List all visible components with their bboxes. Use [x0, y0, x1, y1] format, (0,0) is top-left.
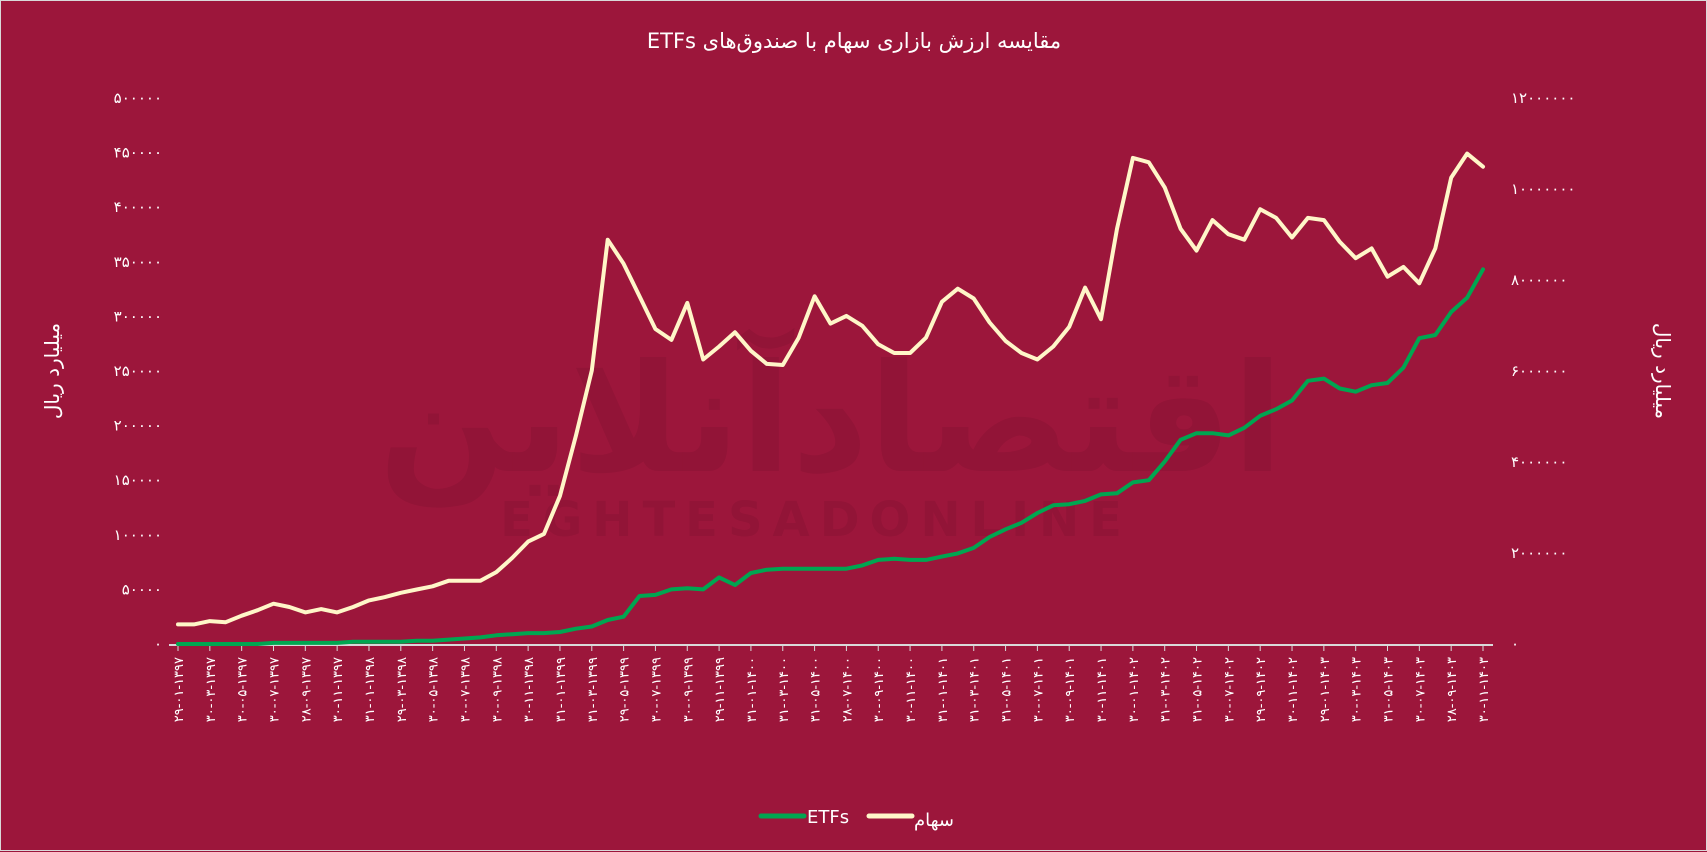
x-tick-label: ۳۱-۰۱-۱۴۰۰: [745, 657, 760, 722]
x-tick-label: ۳۰-۰۳-۱۳۹۷: [204, 657, 219, 722]
x-tick-label: ۳۰-۰۷-۱۴۰۳: [1413, 657, 1428, 722]
x-tick-label: ۳۰-۱۱-۱۳۹۸: [522, 657, 537, 722]
right-tick-label: ۱۲۰۰۰۰۰۰: [1511, 89, 1575, 107]
legend: ETFs سهام: [758, 807, 954, 831]
x-tick-label: ۳۰-۰۳-۱۴۰۳: [1350, 657, 1365, 722]
etfs-line: [176, 267, 1485, 646]
x-tick-label: ۲۸-۰۹-۱۴۰۳: [1445, 657, 1460, 722]
x-tick-label: ۳۱-۰۱-۱۳۹۸: [363, 657, 378, 722]
x-tick-label: ۳۰-۰۹-۱۳۹۹: [681, 657, 696, 722]
left-tick-label: ۳۰۰۰۰۰: [114, 307, 162, 325]
x-tick-label: ۳۰-۰۷-۱۳۹۹: [649, 657, 664, 722]
left-tick-label: ۳۵۰۰۰۰: [114, 253, 162, 271]
right-tick-label: ۲۰۰۰۰۰۰: [1511, 544, 1567, 562]
x-tick-label: ۳۱-۰۵-۱۴۰۰: [809, 657, 824, 722]
x-tick-label: ۲۸-۰۹-۱۳۹۷: [299, 657, 314, 722]
x-tick-label: ۳۱-۰۵-۱۴۰۳: [1382, 657, 1397, 722]
left-tick-label: ۵۰۰۰۰۰: [114, 89, 162, 107]
left-tick-label: ۱۵۰۰۰۰: [114, 471, 162, 489]
stocks-line: [176, 151, 1485, 627]
right-tick-label: ۴۰۰۰۰۰۰: [1511, 453, 1567, 471]
x-tick-label: ۲۹-۰۳-۱۳۹۸: [395, 657, 410, 722]
x-tick-label: ۳۱-۰۵-۱۴۰۱: [1000, 657, 1015, 722]
x-tick-label: ۳۰-۰۵-۱۳۹۸: [427, 657, 442, 722]
x-tick-label: ۳۰-۱۱-۱۴۰۲: [1286, 657, 1301, 722]
x-axis-ticks: ۲۹-۰۱-۱۳۹۷ ۳۰-۰۳-۱۳۹۷ ۳۰-۰۵-۱۳۹۷ ۳۰-۰۷-۱۳۹۷…: [172, 645, 1492, 722]
x-tick-label: ۳۰-۱۱-۱۴۰۰: [904, 657, 919, 722]
legend-etfs-label: ETFs: [807, 807, 849, 828]
x-tick-label: ۳۰-۰۹-۱۳۹۸: [490, 657, 505, 722]
left-tick-label: ۴۵۰۰۰۰: [114, 144, 162, 162]
x-tick-label: ۳۰-۰۵-۱۳۹۷: [236, 657, 251, 722]
left-tick-label: ۴۰۰۰۰۰: [114, 198, 162, 216]
left-tick-label: ۲۵۰۰۰۰: [114, 362, 162, 380]
watermark: اقتصادآنلاین EGHTESADONLINE: [379, 328, 1284, 548]
right-tick-label: ۸۰۰۰۰۰۰: [1511, 271, 1567, 289]
x-tick-label: ۲۹-۰۵-۱۳۹۹: [618, 657, 633, 722]
x-tick-label: ۳۱-۰۳-۱۴۰۰: [777, 657, 792, 722]
right-axis-ticks: ۱۲۰۰۰۰۰۰ ۱۰۰۰۰۰۰۰ ۸۰۰۰۰۰۰ ۶۰۰۰۰۰۰ ۴۰۰۰۰۰۰ ۲۰۰…: [1511, 89, 1575, 653]
x-tick-label: ۳۰-۰۹-۱۴۰۰: [872, 657, 887, 722]
watermark-en: EGHTESADONLINE: [500, 492, 1132, 548]
x-tick-label: ۲۹-۱۱-۱۳۹۹: [713, 657, 728, 722]
x-tick-label: ۳۱-۰۵-۱۴۰۲: [1191, 657, 1206, 722]
chart-title: مقایسه ارزش بازاری سهام با صندوق‌های ETF…: [647, 29, 1061, 53]
x-tick-label: ۳۱-۰۳-۱۳۹۹: [586, 657, 601, 722]
x-tick-label: ۳۰-۰۷-۱۴۰۱: [1031, 657, 1046, 722]
series-layer: [176, 151, 1485, 646]
left-tick-label: ۱۰۰۰۰۰: [114, 526, 162, 544]
legend-stocks-label: سهام: [914, 810, 954, 831]
right-tick-label: ۱۰۰۰۰۰۰۰: [1511, 180, 1575, 198]
x-tick-label: ۲۹-۰۱-۱۳۹۷: [172, 657, 187, 722]
x-tick-label: ۳۰-۱۱-۱۳۹۷: [331, 657, 346, 722]
right-tick-label: ۰: [1511, 635, 1519, 653]
x-tick-label: ۳۱-۰۳-۱۴۰۲: [1159, 657, 1174, 722]
x-tick-label: ۲۹-۰۹-۱۴۰۲: [1254, 657, 1269, 722]
x-tick-label: ۲۹-۰۱-۱۴۰۳: [1318, 657, 1333, 722]
left-tick-label: ۰: [154, 635, 162, 653]
watermark-fa: اقتصادآنلاین: [379, 328, 1284, 508]
left-axis-ticks: ۵۰۰۰۰۰۴۵۰۰۰۰۴۰۰۰۰۰۳۵۰۰۰۰۳۰۰۰۰۰۲۵۰۰۰۰۲۰۰۰…: [114, 89, 162, 653]
x-tick-label: ۳۱-۰۱-۱۳۹۹: [554, 657, 569, 722]
x-tick-label: ۳۱-۰۱-۱۴۰۱: [936, 657, 951, 722]
left-tick-label: ۲۰۰۰۰۰: [114, 417, 162, 435]
x-tick-label: ۳۰-۰۹-۱۴۰۱: [1063, 657, 1078, 722]
x-tick-label: ۲۸-۰۷-۱۴۰۰: [840, 657, 855, 722]
x-tick-label: ۳۱-۰۳-۱۴۰۱: [968, 657, 983, 722]
x-tick-label: ۳۰-۱۱-۱۴۰۳: [1477, 657, 1492, 722]
x-tick-label: ۳۰-۱۱-۱۴۰۱: [1095, 657, 1110, 722]
x-tick-label: ۳۰-۰۷-۱۴۰۲: [1222, 657, 1237, 722]
left-tick-label: ۵۰۰۰۰: [122, 580, 162, 598]
right-tick-label: ۶۰۰۰۰۰۰: [1511, 362, 1567, 380]
x-tick-label: ۳۰-۰۱-۱۴۰۲: [1127, 657, 1142, 722]
x-tick-label: ۳۰-۰۷-۱۳۹۸: [458, 657, 473, 722]
right-axis-label: میلیارد ریال: [1651, 323, 1675, 419]
x-tick-label: ۳۰-۰۷-۱۳۹۷: [267, 657, 282, 722]
left-axis-label: میلیارد ریال: [40, 323, 64, 419]
